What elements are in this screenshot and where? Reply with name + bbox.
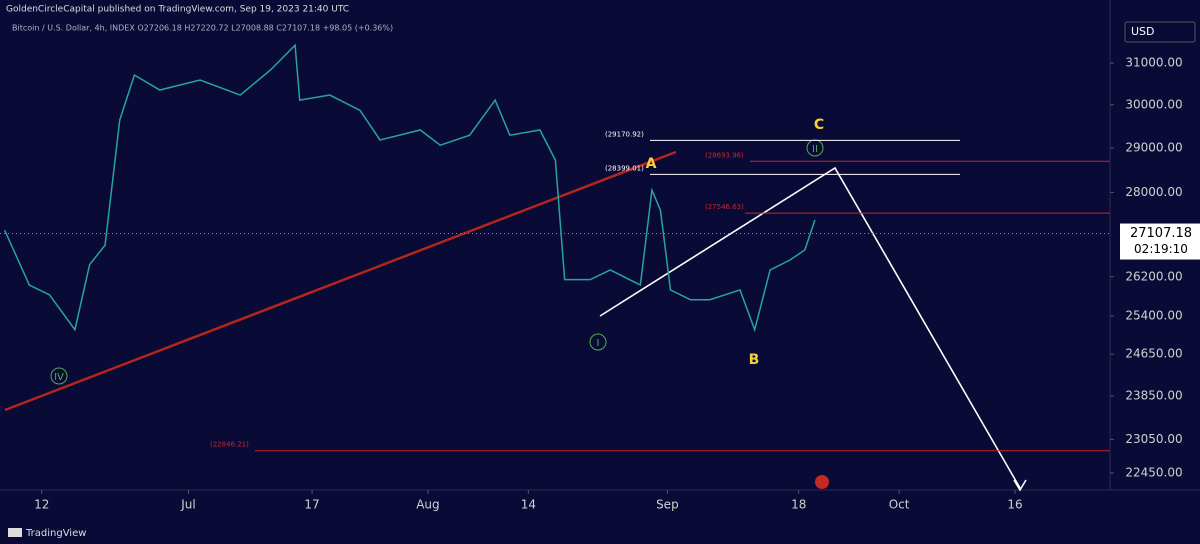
- price-line: [3, 43, 816, 333]
- currency-box[interactable]: [1124, 21, 1196, 43]
- trend-line: [4, 150, 677, 412]
- header: GoldenCircleCapital published on Trading…: [6, 5, 349, 15]
- event-icon[interactable]: [815, 475, 829, 489]
- x-tick-label: 12: [34, 498, 49, 512]
- wave-label: IV: [54, 372, 64, 383]
- y-tick-label: 23850.00: [1125, 389, 1182, 403]
- y-tick-label: 26200.00: [1125, 269, 1182, 283]
- price-level-label: (22846.21): [210, 441, 249, 449]
- x-tick-label: 14: [521, 498, 536, 512]
- wave-label: I: [597, 338, 600, 349]
- y-tick-label: 22450.00: [1125, 465, 1182, 479]
- y-tick-label: 31000.00: [1125, 56, 1182, 70]
- y-tick-label: 23050.00: [1125, 432, 1182, 446]
- x-tick-label: Oct: [889, 498, 910, 512]
- currency[interactable]: USD: [1131, 25, 1155, 38]
- brand-logo: [8, 528, 22, 537]
- symbol-line: Bitcoin / U.S. Dollar, 4h, INDEX O27206.…: [12, 24, 393, 33]
- price-level-label: (29170.92): [605, 130, 644, 138]
- wave-label: C: [814, 117, 824, 133]
- y-tick-label: 25400.00: [1125, 309, 1182, 323]
- x-tick-label: 17: [304, 498, 319, 512]
- y-tick-label: 29000.00: [1125, 140, 1182, 154]
- y-tick-label: 28000.00: [1125, 185, 1182, 199]
- wave-label: B: [749, 352, 760, 368]
- projection-arrow: [1013, 479, 1027, 492]
- wave-label: A: [646, 156, 657, 172]
- y-tick-label: 24650.00: [1125, 347, 1182, 361]
- x-tick-label: Aug: [416, 498, 439, 512]
- x-tick-label: 18: [791, 498, 806, 512]
- x-tick-label: Jul: [180, 498, 195, 512]
- y-tick-label: 30000.00: [1125, 97, 1182, 111]
- x-tick-label: Sep: [656, 498, 679, 512]
- brand: TradingView: [25, 528, 86, 539]
- last-price-box: [1120, 223, 1200, 260]
- wave-circle: [589, 333, 607, 351]
- last-price-label: 27107.18: [1130, 226, 1192, 241]
- price-level-label: (27546.63): [705, 203, 744, 211]
- x-tick-label: 16: [1007, 498, 1022, 512]
- wave-circle: [50, 367, 68, 385]
- projection-path: [599, 166, 1021, 489]
- price-level-label: (28399.01): [605, 164, 644, 172]
- price-level-label: (28693.96): [705, 151, 744, 159]
- countdown: 02:19:10: [1134, 242, 1188, 256]
- wave-label: II: [812, 144, 818, 155]
